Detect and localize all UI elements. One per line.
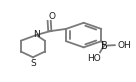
Text: HO: HO bbox=[87, 54, 101, 63]
Text: S: S bbox=[30, 59, 36, 68]
Text: O: O bbox=[48, 11, 55, 20]
Text: N: N bbox=[33, 30, 40, 39]
Text: OH: OH bbox=[118, 41, 132, 50]
Text: B: B bbox=[101, 41, 108, 51]
